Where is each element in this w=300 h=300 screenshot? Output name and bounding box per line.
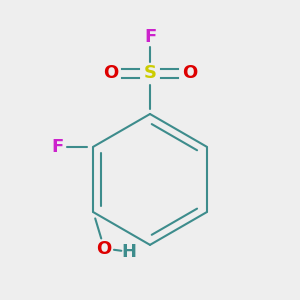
Text: S: S [143,64,157,82]
Text: F: F [144,28,156,46]
Text: H: H [122,243,136,261]
Text: F: F [51,138,64,156]
Text: O: O [103,64,118,82]
Text: O: O [97,239,112,257]
Text: O: O [182,64,197,82]
